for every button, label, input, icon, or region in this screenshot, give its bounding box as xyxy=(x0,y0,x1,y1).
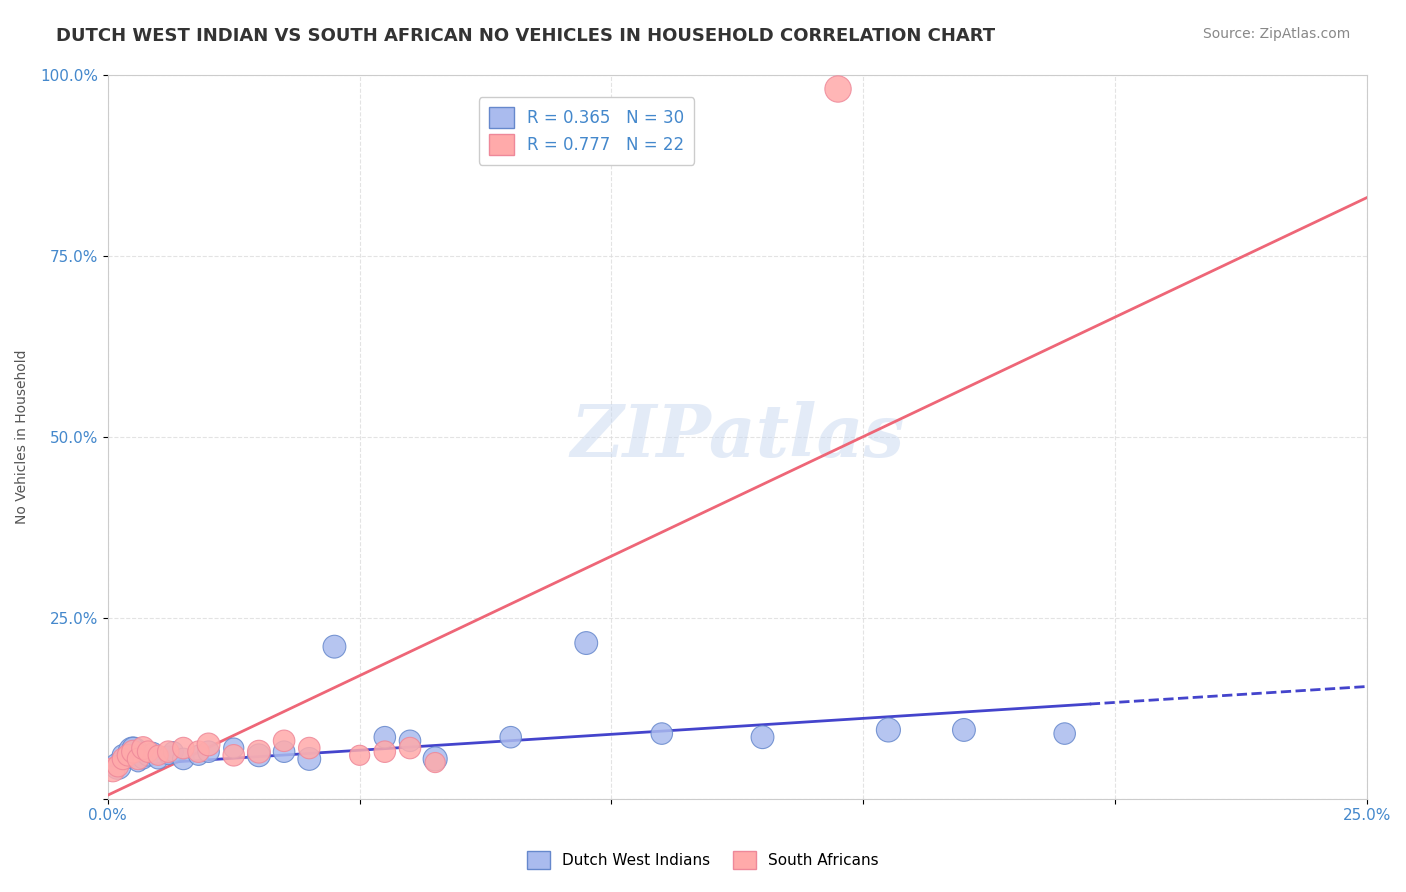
Point xyxy=(187,748,209,763)
Point xyxy=(273,745,295,759)
Point xyxy=(172,752,194,766)
Point xyxy=(499,730,522,744)
Point xyxy=(399,741,422,756)
Point xyxy=(399,734,422,748)
Point xyxy=(117,752,139,766)
Point xyxy=(148,748,170,763)
Point xyxy=(107,759,129,773)
Point xyxy=(298,741,321,756)
Point xyxy=(247,745,270,759)
Point xyxy=(172,741,194,756)
Point xyxy=(222,748,245,763)
Point xyxy=(148,752,170,766)
Point xyxy=(247,748,270,763)
Point xyxy=(136,745,159,759)
Legend: R = 0.365   N = 30, R = 0.777   N = 22: R = 0.365 N = 30, R = 0.777 N = 22 xyxy=(478,97,695,165)
Point xyxy=(107,759,129,773)
Point xyxy=(197,745,219,759)
Point xyxy=(162,745,184,759)
Point xyxy=(117,748,139,763)
Point xyxy=(157,748,180,763)
Point xyxy=(127,756,149,770)
Y-axis label: No Vehicles in Household: No Vehicles in Household xyxy=(15,350,30,524)
Point xyxy=(374,745,396,759)
Text: ZIPatlas: ZIPatlas xyxy=(571,401,904,472)
Point xyxy=(751,730,773,744)
Point xyxy=(187,745,209,759)
Point xyxy=(132,752,155,766)
Point xyxy=(298,752,321,766)
Point xyxy=(101,763,124,777)
Point xyxy=(122,745,145,759)
Point xyxy=(953,723,976,737)
Point xyxy=(122,741,145,756)
Point xyxy=(111,748,134,763)
Point xyxy=(127,752,149,766)
Text: Source: ZipAtlas.com: Source: ZipAtlas.com xyxy=(1202,27,1350,41)
Point xyxy=(349,748,371,763)
Point xyxy=(425,756,447,770)
Point xyxy=(273,734,295,748)
Point xyxy=(157,745,180,759)
Point xyxy=(136,748,159,763)
Point xyxy=(132,741,155,756)
Point xyxy=(877,723,900,737)
Point xyxy=(374,730,396,744)
Point xyxy=(1053,726,1076,740)
Point xyxy=(827,82,849,96)
Point xyxy=(142,745,165,759)
Legend: Dutch West Indians, South Africans: Dutch West Indians, South Africans xyxy=(520,845,886,875)
Point xyxy=(651,726,673,740)
Point xyxy=(222,741,245,756)
Point xyxy=(197,738,219,752)
Point xyxy=(575,636,598,650)
Point xyxy=(323,640,346,654)
Point xyxy=(111,752,134,766)
Text: DUTCH WEST INDIAN VS SOUTH AFRICAN NO VEHICLES IN HOUSEHOLD CORRELATION CHART: DUTCH WEST INDIAN VS SOUTH AFRICAN NO VE… xyxy=(56,27,995,45)
Point xyxy=(425,752,447,766)
Point xyxy=(122,745,145,759)
